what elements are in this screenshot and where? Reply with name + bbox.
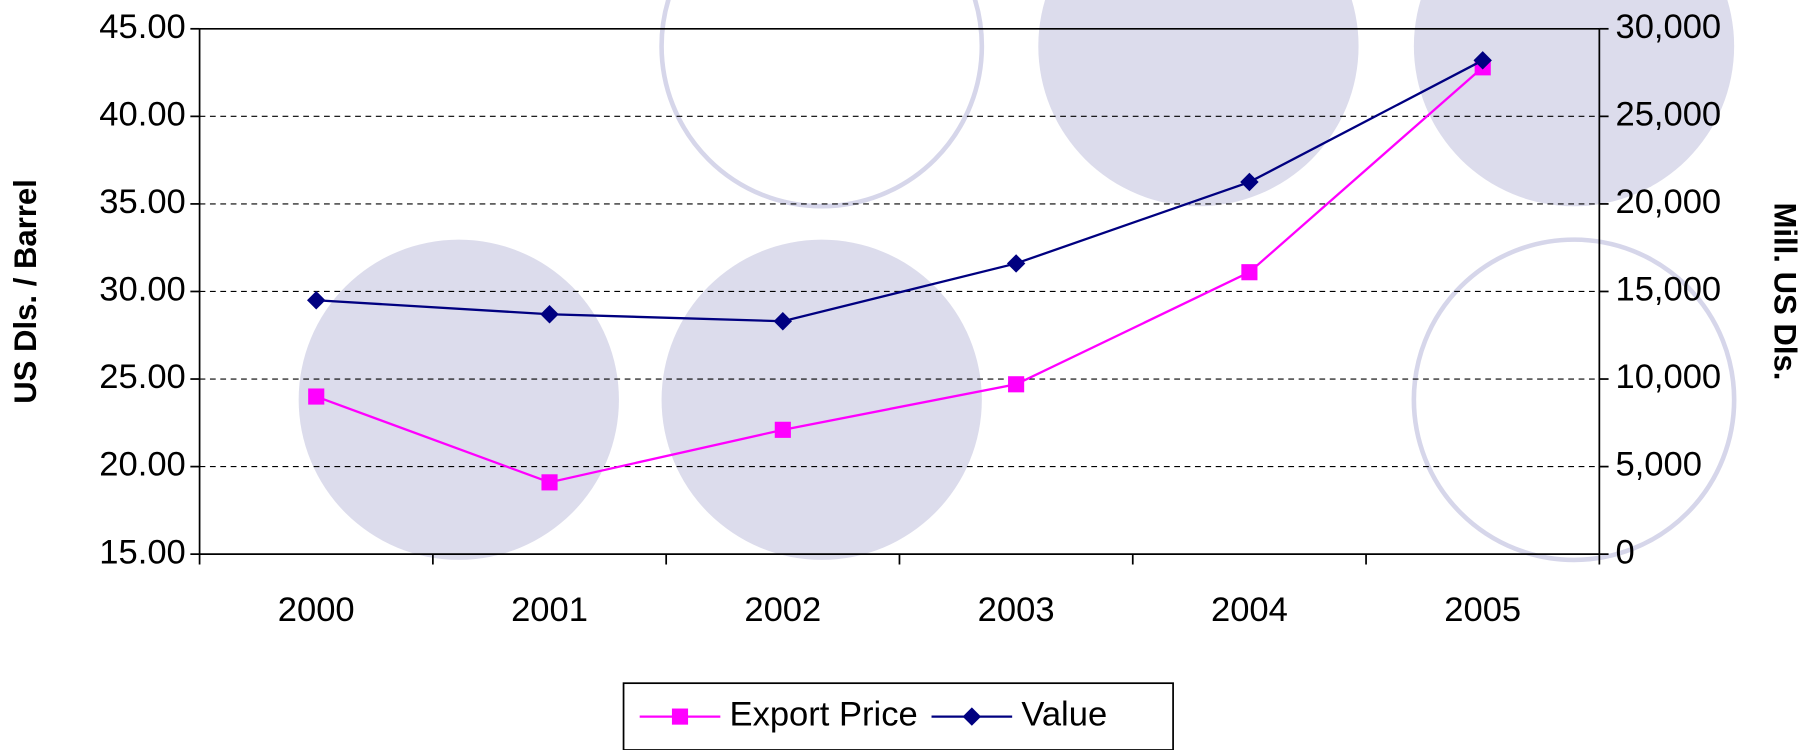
x-tick-label: 2004 bbox=[1211, 591, 1288, 629]
point-marker bbox=[541, 474, 557, 490]
y-tick-label: 40.00 bbox=[99, 95, 185, 133]
y-tick-label: 20.00 bbox=[99, 446, 185, 484]
y2-tick-label: 30,000 bbox=[1615, 8, 1721, 46]
legend-label: Export Price bbox=[730, 696, 918, 734]
x-tick-label: 2003 bbox=[978, 591, 1055, 629]
y2-axis-title: Mill. US Dls. bbox=[1767, 202, 1802, 380]
chart: US Dls. / Barrel Mill. US Dls. 15.00 20.0… bbox=[0, 0, 1807, 750]
y-tick-label: 35.00 bbox=[99, 183, 185, 221]
x-tick-label: 2001 bbox=[511, 591, 588, 629]
point-marker bbox=[308, 388, 324, 404]
point-marker bbox=[307, 291, 325, 309]
y-tick-label: 45.00 bbox=[99, 8, 185, 46]
x-tick-label: 2000 bbox=[278, 591, 355, 629]
point-marker bbox=[1008, 376, 1024, 392]
y2-tick-label: 20,000 bbox=[1615, 183, 1721, 221]
legend-label: Value bbox=[1021, 696, 1107, 734]
y2-tick-label: 0 bbox=[1615, 533, 1634, 571]
y-tick-label: 25.00 bbox=[99, 358, 185, 396]
y-tick-label: 30.00 bbox=[99, 271, 185, 309]
y2-tick-label: 5,000 bbox=[1615, 446, 1701, 484]
point-marker bbox=[1007, 254, 1025, 272]
y2-tick-label: 10,000 bbox=[1615, 358, 1721, 396]
point-marker bbox=[672, 709, 688, 725]
point-marker bbox=[1241, 264, 1257, 280]
decor-circle bbox=[299, 240, 619, 560]
x-tick-label: 2002 bbox=[744, 591, 821, 629]
y2-tick-label: 15,000 bbox=[1615, 271, 1721, 309]
x-tick-label: 2005 bbox=[1444, 591, 1521, 629]
y2-tick-label: 25,000 bbox=[1615, 95, 1721, 133]
y-tick-label: 15.00 bbox=[99, 533, 185, 571]
background-decoration bbox=[299, 0, 1734, 560]
y-axis-title: US Dls. / Barrel bbox=[8, 179, 43, 404]
decor-ring bbox=[662, 0, 982, 206]
point-marker bbox=[775, 422, 791, 438]
decor-circle bbox=[1038, 0, 1358, 206]
page: {"chart_data": { "type": "line", "y_labe… bbox=[0, 0, 1807, 750]
